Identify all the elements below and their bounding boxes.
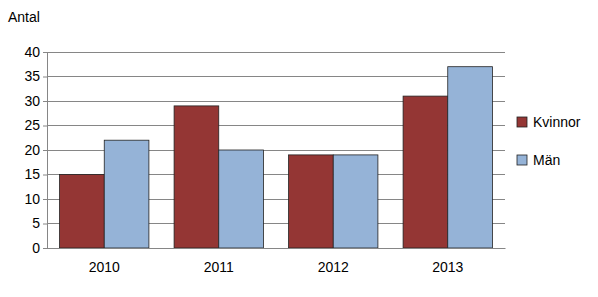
- y-tick-label: 35: [24, 68, 40, 84]
- x-tick: 2012: [318, 248, 349, 275]
- y-tick-mark: [43, 150, 47, 151]
- y-tick-label: 5: [32, 215, 40, 231]
- x-tick-label: 2010: [89, 259, 120, 275]
- bars: [60, 67, 493, 248]
- x-axis-line: [48, 248, 506, 249]
- y-tick-mark: [43, 175, 47, 176]
- legend-swatch: [517, 155, 527, 165]
- bar: [333, 155, 378, 248]
- legend: Kvinnor Män: [517, 114, 581, 168]
- y-tick: 40: [24, 44, 47, 60]
- legend-label: Kvinnor: [533, 114, 581, 130]
- y-tick: 5: [32, 215, 47, 231]
- y-tick: 30: [24, 93, 47, 109]
- x-tick-label: 2013: [432, 259, 463, 275]
- y-tick-label: 10: [24, 191, 40, 207]
- y-tick: 20: [24, 142, 47, 158]
- y-tick: 0: [32, 240, 47, 256]
- y-tick-label: 25: [24, 117, 40, 133]
- bar: [60, 175, 105, 249]
- grid: [47, 52, 505, 248]
- bar: [403, 96, 448, 248]
- legend-swatch: [517, 117, 527, 127]
- y-axis-line: [47, 53, 48, 249]
- y-tick-mark: [43, 199, 47, 200]
- x-tick: 2010: [89, 248, 120, 275]
- y-tick-mark: [43, 126, 47, 127]
- y-tick: 15: [24, 166, 47, 182]
- legend-label: Män: [533, 152, 560, 168]
- y-tick-mark: [43, 101, 47, 102]
- plot-area: 0 5 10 15 20 25 30 35 40 2010 2011 2012 2013: [24, 44, 505, 275]
- y-tick-mark: [43, 52, 47, 53]
- chart: 0 5 10 15 20 25 30 35 40 2010 2011 2012 2013 Antal Kvi…: [0, 0, 598, 297]
- y-tick-mark: [43, 248, 47, 249]
- y-tick-label: 20: [24, 142, 40, 158]
- y-tick-label: 30: [24, 93, 40, 109]
- grid-line: [47, 52, 505, 53]
- bar: [289, 155, 334, 248]
- x-tick-label: 2012: [318, 259, 349, 275]
- x-tick: 2013: [432, 248, 463, 275]
- y-tick-mark: [43, 224, 47, 225]
- y-tick: 10: [24, 191, 47, 207]
- grid-line: [47, 76, 505, 77]
- y-axis: 0 5 10 15 20 25 30 35 40: [24, 44, 47, 256]
- bar: [104, 140, 149, 248]
- bar: [174, 106, 219, 248]
- y-tick-label: 15: [24, 166, 40, 182]
- x-tick: 2011: [204, 248, 234, 275]
- y-tick-label: 40: [24, 44, 40, 60]
- bar: [219, 150, 264, 248]
- y-tick: 25: [24, 117, 47, 133]
- y-tick-label: 0: [32, 240, 40, 256]
- y-tick-mark: [43, 77, 47, 78]
- x-tick-label: 2011: [204, 259, 234, 275]
- bar: [448, 67, 493, 248]
- y-tick: 35: [24, 68, 47, 84]
- y-axis-title: Antal: [8, 9, 40, 25]
- x-axis: 2010 2011 2012 2013: [48, 248, 506, 275]
